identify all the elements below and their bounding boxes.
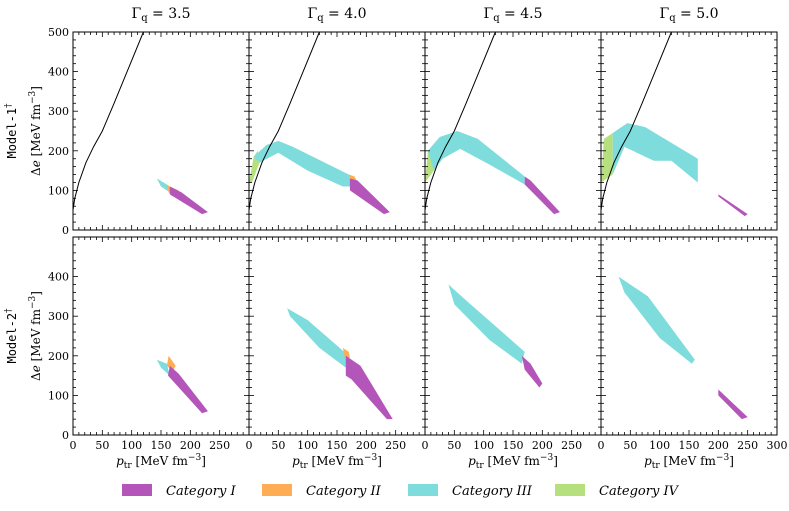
y-tick-label: 0	[62, 224, 69, 237]
y-axis-label: Δe [MeV fm−3]	[28, 86, 43, 176]
category-i-region	[524, 176, 560, 215]
y-tick-label: 400	[48, 271, 69, 284]
panel-1-0	[72, 236, 250, 436]
x-tick-label: 300	[767, 439, 788, 452]
x-tick-label: 150	[503, 439, 524, 452]
y-tick-label: 400	[48, 66, 69, 79]
panel-frame	[248, 31, 426, 231]
x-tick-label: 100	[121, 439, 142, 452]
boundary-curve	[248, 31, 320, 211]
category-iv-legend-swatch	[555, 484, 585, 496]
x-tick-label: 150	[151, 439, 172, 452]
category-i-legend-label: Category I	[166, 484, 236, 499]
x-axis-label: ptr [MeV fm−3]	[116, 453, 206, 471]
x-tick-label: 100	[649, 439, 670, 452]
panel-0-0	[72, 31, 250, 231]
x-tick-label: 0	[598, 439, 605, 452]
x-axis-label: ptr [MeV fm−3]	[292, 453, 382, 471]
category-iv-legend-label: Category IV	[599, 484, 680, 499]
category-iii-region	[612, 123, 698, 183]
category-i-region	[718, 194, 748, 217]
category-iii-region	[156, 178, 170, 193]
x-tick-label: 200	[180, 439, 201, 452]
x-axis-label: ptr [MeV fm−3]	[644, 453, 734, 471]
category-i-region	[168, 365, 208, 414]
y-tick-label: 300	[48, 310, 69, 323]
x-tick-label: 50	[447, 439, 461, 452]
panel-frame	[248, 236, 426, 436]
x-tick-label: 250	[209, 439, 230, 452]
y-tick-label: 100	[48, 389, 69, 402]
y-tick-label: 200	[48, 350, 69, 363]
category-ii-region	[166, 355, 176, 372]
x-tick-label: 150	[327, 439, 348, 452]
category-iii-region	[287, 308, 349, 368]
category-iii-region	[156, 359, 170, 376]
panel-frame	[72, 31, 250, 231]
x-tick-label: 200	[532, 439, 553, 452]
x-tick-label: 150	[679, 439, 700, 452]
boundary-curve	[72, 31, 144, 211]
x-tick-label: 100	[473, 439, 494, 452]
category-iv-region	[601, 132, 613, 183]
y-tick-label: 200	[48, 145, 69, 158]
y-axis-label: Δe [MeV fm−3]	[28, 291, 43, 381]
x-tick-label: 0	[70, 439, 77, 452]
x-tick-label: 200	[356, 439, 377, 452]
y-tick-label: 100	[48, 184, 69, 197]
x-axis-label: ptr [MeV fm−3]	[468, 453, 558, 471]
row-model-label: Model-1†	[4, 103, 19, 159]
category-iii-region	[427, 131, 525, 185]
category-i-region	[349, 178, 390, 215]
x-tick-label: 250	[561, 439, 582, 452]
category-iii-legend-label: Category III	[452, 484, 533, 499]
y-tick-label: 300	[48, 105, 69, 118]
x-tick-label: 200	[708, 439, 729, 452]
column-title: Γq = 5.0	[659, 6, 718, 24]
column-title: Γq = 4.0	[307, 6, 366, 24]
category-iii-region	[253, 140, 352, 187]
category-iii-region	[618, 276, 695, 364]
x-tick-label: 250	[737, 439, 758, 452]
column-title: Γq = 3.5	[131, 6, 190, 24]
category-i-region	[718, 389, 748, 420]
category-iii-region	[448, 284, 525, 364]
x-tick-label: 50	[271, 439, 285, 452]
panel-1-1	[248, 236, 426, 436]
category-i-legend-swatch	[122, 484, 152, 496]
category-iii-legend-swatch	[408, 484, 438, 496]
panel-0-1	[248, 31, 426, 231]
x-tick-label: 250	[385, 439, 406, 452]
x-tick-label: 0	[422, 439, 429, 452]
panel-0-2	[424, 31, 602, 231]
panel-frame	[424, 236, 602, 436]
category-ii-legend-swatch	[262, 484, 292, 496]
boundary-curve	[600, 31, 672, 211]
panel-frame	[600, 236, 778, 436]
panel-1-2	[424, 236, 602, 436]
category-ii-legend-label: Category II	[306, 484, 382, 499]
column-title: Γq = 4.5	[483, 6, 542, 24]
x-tick-label: 50	[623, 439, 637, 452]
panel-frame	[72, 236, 250, 436]
category-i-region	[521, 355, 543, 388]
x-tick-label: 0	[246, 439, 253, 452]
y-tick-label: 500	[48, 26, 69, 39]
panel-frame	[424, 31, 602, 231]
y-tick-label: 0	[62, 429, 69, 442]
x-tick-label: 50	[95, 439, 109, 452]
panel-1-3	[600, 236, 778, 436]
row-model-label: Model-2†	[4, 308, 19, 364]
panel-0-3	[600, 31, 778, 231]
boundary-curve	[424, 31, 496, 211]
category-i-region	[169, 186, 208, 215]
category-i-region	[345, 355, 393, 420]
x-tick-label: 100	[297, 439, 318, 452]
